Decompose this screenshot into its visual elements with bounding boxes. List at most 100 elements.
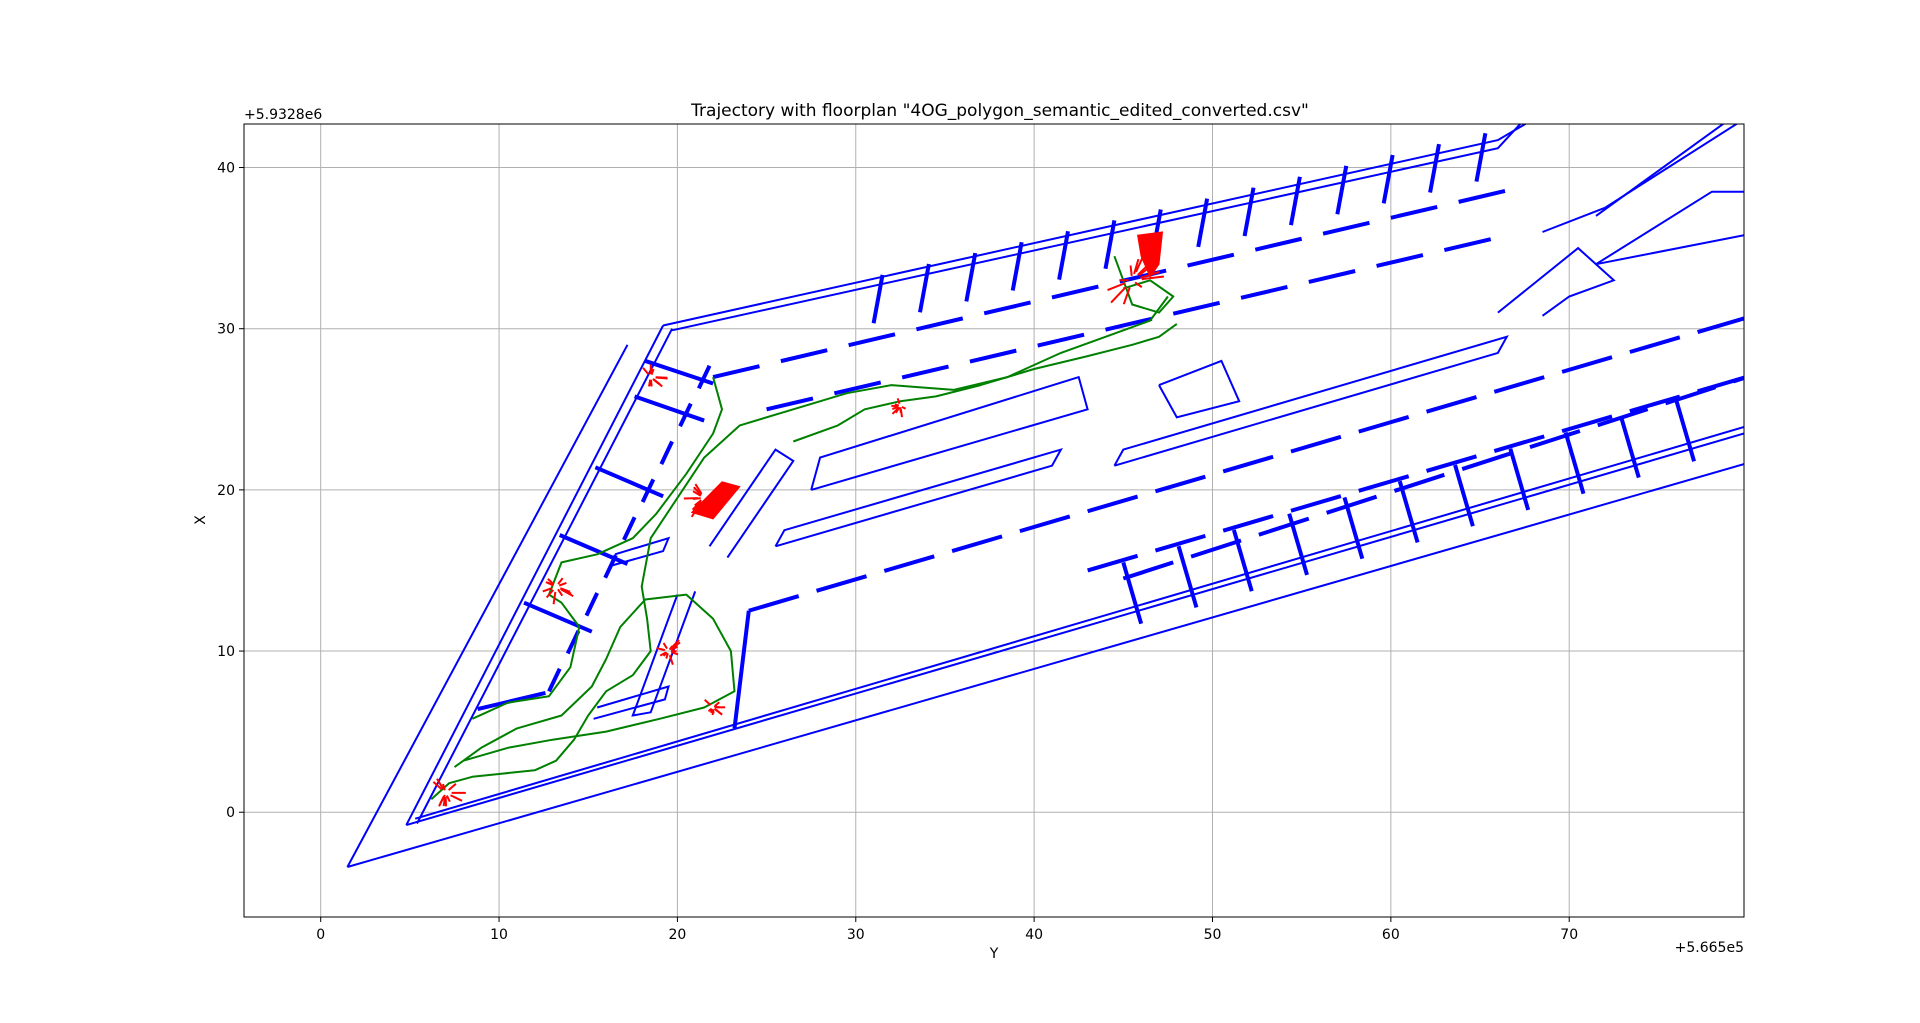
lower-room-divider (1287, 513, 1309, 576)
upper-room-divider (1474, 132, 1488, 182)
x-tick-label: 0 (316, 927, 325, 943)
measurement-ray (704, 699, 712, 706)
corridor-wall-lower-b (1425, 454, 1478, 473)
measurement-ray (1134, 281, 1143, 289)
measurement-ray (1107, 282, 1126, 291)
lower-room-divider (1563, 431, 1586, 495)
measurement-ray (648, 379, 652, 387)
measurement-ray (1133, 258, 1140, 275)
left-room-divider (644, 359, 714, 386)
central-block-upper (810, 375, 1089, 491)
measurement-ray (659, 651, 667, 657)
measurement-ray (558, 582, 567, 587)
y-tick-label: 40 (217, 161, 235, 177)
corridor-wall-lower-a (883, 554, 935, 573)
x-tick-label: 10 (490, 927, 508, 943)
corridor-wall-lower-a (951, 534, 1003, 553)
trajectory-line-3 (792, 323, 1178, 443)
axes-frame (243, 123, 1745, 918)
measurement-cluster-3 (656, 639, 681, 666)
measurement-ray (1129, 265, 1133, 277)
measurement-ray (693, 486, 702, 496)
left-cross (611, 536, 671, 567)
corridor-wall-lower-a (1629, 335, 1681, 354)
measurement-ray (552, 591, 557, 605)
measurement-ray (714, 701, 720, 707)
floorplan (346, 124, 1744, 868)
left-room-divider (523, 600, 593, 634)
measurement-ray (542, 587, 553, 593)
center-column (708, 448, 795, 559)
grid-lines (244, 124, 1744, 917)
shell-left-inner (416, 328, 673, 824)
corridor-wall-lower-c (1461, 451, 1513, 471)
measurement-ray (450, 794, 463, 802)
lower-room-divider (1176, 545, 1199, 608)
corridor-wall-lower-b (1493, 434, 1545, 453)
corridor-wall-upper-b (1443, 237, 1492, 252)
chart-title: Trajectory with floorplan "4OG_polygon_s… (690, 101, 1309, 121)
corridor-wall-lower-a (1222, 454, 1274, 474)
corridor-wall-lower-b (1561, 414, 1613, 434)
corridor-wall-lower-b (1154, 533, 1206, 553)
measurement-ray (559, 587, 571, 593)
corridor-wall-lower-c (1122, 560, 1174, 581)
stair-top (1595, 190, 1744, 266)
measurement-ray (709, 708, 714, 714)
x-tick-label: 60 (1382, 927, 1400, 943)
measurement-ray (652, 378, 661, 385)
measurement-ray (662, 642, 668, 650)
trajectory-line-2 (471, 376, 723, 720)
corridor-wall-lower-c (1529, 429, 1581, 450)
lower-room-divider (1619, 415, 1641, 479)
measurement-ray (694, 483, 703, 495)
corridor-wall-upper-a (1254, 236, 1303, 252)
lower-room-divider (1674, 399, 1696, 462)
measurement-ray (670, 645, 679, 651)
upper-room-divider (918, 263, 931, 313)
corridor-wall-upper-a (1187, 252, 1235, 268)
corridor-wall-upper-a (712, 364, 760, 379)
measurement-ray (439, 795, 445, 805)
upper-room-divider (1010, 241, 1024, 291)
upper-room-divider (964, 252, 978, 302)
measurement-ray (665, 653, 669, 659)
lower-room-divider (1342, 496, 1365, 560)
lower-room-divider (1453, 464, 1475, 527)
left-wing-wall (622, 516, 637, 541)
measurement-ray (432, 781, 443, 791)
corridor-wall-upper-b (1105, 316, 1153, 332)
measurement-cluster-1 (542, 577, 574, 605)
measurement-ray (691, 500, 702, 511)
y-offset-label: +5.9328e6 (244, 107, 322, 123)
measurement-ray (894, 407, 900, 414)
corridor-wall-lower-c (1258, 516, 1310, 537)
measurement-ray (671, 651, 679, 656)
measurement-ray (445, 795, 451, 803)
x-offset-label: +5.665e5 (1675, 940, 1744, 956)
bottom-left-room (593, 685, 670, 720)
measurement-ray (707, 707, 713, 713)
corridor-wall-upper-b (1376, 253, 1424, 268)
corridor-wall-upper-a (848, 332, 896, 348)
measurement-patch (690, 481, 741, 520)
measurement-ray (557, 577, 564, 585)
shell-top-right-inner (1595, 124, 1725, 217)
measurement-ray (692, 490, 702, 497)
measurement-ray (670, 639, 680, 649)
corridor-wall-upper-a (1051, 284, 1099, 300)
corridor-wall-lower-a (748, 594, 800, 613)
measurement-cluster-0 (432, 778, 466, 807)
corridor-wall-upper-b (1240, 284, 1288, 300)
stair-wall (732, 610, 751, 729)
corridor-wall-lower-a (1290, 434, 1342, 454)
left-room-divider (558, 533, 629, 566)
corridor-wall-upper-a (983, 300, 1032, 316)
measurement-ray (447, 783, 457, 791)
measurement-ray (668, 654, 674, 666)
measurement-ray (1141, 275, 1165, 281)
corridor-wall-lower-a (1154, 474, 1206, 494)
corridor-wall-lower-b (1087, 553, 1139, 573)
left-room-divider (594, 465, 664, 499)
left-wing-wall (697, 364, 712, 390)
